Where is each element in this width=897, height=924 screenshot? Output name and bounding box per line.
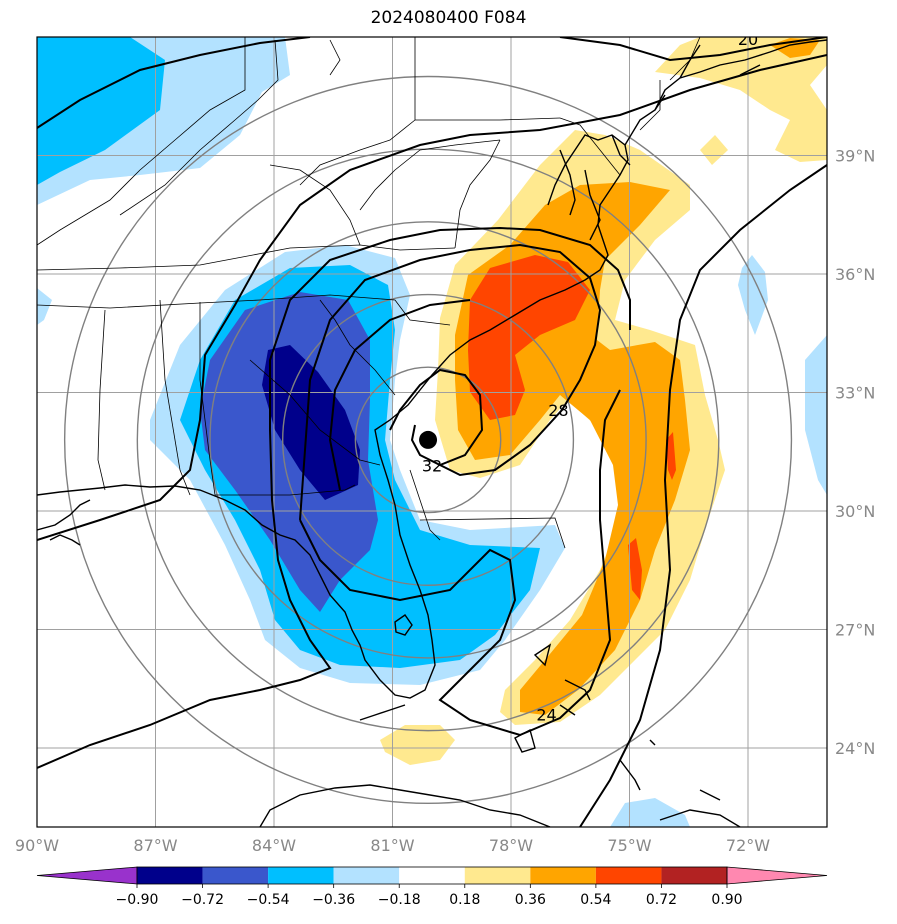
lon-label-1: 87°W	[133, 836, 177, 855]
range-ring-1	[281, 293, 575, 586]
shade-light-blue-east	[738, 255, 768, 335]
contour-outer-west	[37, 54, 827, 541]
height-contours	[37, 37, 827, 827]
colorbar-label-3: −0.36	[312, 892, 355, 908]
colorbar-bin-1	[202, 867, 269, 884]
colorbar-label-5: 0.18	[449, 892, 480, 908]
contour-labels: 20 28 32 24	[422, 30, 758, 724]
lat-label-2: 30°N	[835, 502, 875, 521]
lat-label-5: 39°N	[835, 147, 875, 166]
colorbar-bin-3	[333, 867, 400, 884]
shade-light-blue-west-edge	[37, 288, 52, 325]
colorbar-label-0: −0.90	[116, 892, 159, 908]
florida-keys	[359, 704, 406, 721]
bahamas-2	[533, 643, 552, 667]
latitude-labels: 24°N 27°N 30°N 33°N 36°N 39°N	[835, 147, 875, 759]
lon-label-6: 72°W	[726, 836, 770, 855]
bahamas-3	[564, 679, 591, 701]
shade-yellow-northeast	[655, 37, 827, 162]
graticule	[37, 37, 827, 827]
political-borders	[37, 37, 701, 549]
contour-20	[37, 37, 827, 129]
colorbar-extend-low	[36, 866, 138, 885]
map-title: 2024080400 F084	[370, 8, 527, 28]
gulf-coast	[37, 134, 629, 699]
bahamas-5	[619, 759, 641, 791]
contour-label-1: 28	[548, 401, 568, 420]
contour-32	[389, 368, 484, 467]
coastlines	[37, 39, 827, 827]
colorbar-bin-5	[464, 867, 531, 884]
colorbar-label-7: 0.54	[580, 892, 611, 908]
plot-frame	[36, 36, 828, 828]
shade-red-streak-2	[666, 432, 676, 480]
shade-yellow-small-1	[700, 135, 728, 165]
shade-yellow-cuba	[380, 725, 455, 765]
lat-label-4: 36°N	[835, 265, 875, 284]
colorbar-label-2: −0.54	[247, 892, 290, 908]
colorbar-label-1: −0.72	[181, 892, 224, 908]
shade-deep-blue	[262, 345, 360, 500]
contour-24-east	[579, 164, 827, 827]
lon-label-3: 81°W	[370, 836, 414, 855]
northeast-coast	[654, 39, 827, 111]
colorbar: −0.90 −0.72 −0.54 −0.36 −0.18 0.18 0.36 0.54 0.7…	[36, 866, 828, 908]
contour-label-3: 24	[536, 705, 556, 724]
chesapeake	[559, 94, 666, 241]
shade-red-streak-1	[628, 538, 642, 600]
colorbar-extend-high	[726, 866, 828, 885]
lon-label-2: 84°W	[252, 836, 296, 855]
colorbar-frame	[136, 866, 728, 885]
colorbar-label-4: −0.18	[378, 892, 421, 908]
bahamas-6	[649, 739, 656, 746]
shade-red-orange	[468, 255, 590, 420]
hispaniola	[659, 809, 741, 827]
shade-light-blue-far-east	[805, 335, 827, 495]
contour-label-2: 32	[422, 457, 442, 476]
colorbar-bin-8	[661, 867, 727, 884]
cuba	[259, 784, 551, 827]
lat-label-3: 33°N	[835, 384, 875, 403]
lon-label-4: 78°W	[489, 836, 533, 855]
contour-28-loop	[299, 243, 602, 521]
colorbar-bin-7	[595, 867, 662, 884]
colorbar-bin-0	[137, 867, 203, 884]
lat-label-1: 27°N	[835, 621, 875, 640]
lon-label-0: 90°W	[15, 836, 59, 855]
shade-light-blue-bottom	[610, 798, 690, 827]
colorbar-bin-4	[399, 867, 465, 884]
colorbar-bin-6	[530, 867, 596, 884]
lon-label-5: 75°W	[607, 836, 651, 855]
lake-okeechobee	[394, 614, 413, 636]
contour-inner-ring	[328, 299, 471, 491]
colorbar-label-9: 0.90	[711, 892, 742, 908]
gulf-coast-west	[37, 499, 91, 546]
range-ring-2	[209, 221, 647, 659]
lat-label-0: 24°N	[835, 739, 875, 758]
range-ring-0	[354, 366, 502, 514]
colorbar-label-6: 0.36	[515, 892, 546, 908]
contour-label-0: 20	[738, 30, 758, 49]
bahamas-7	[699, 789, 721, 801]
contour-inner-28-south	[299, 389, 621, 737]
colorbar-bin-2	[268, 867, 334, 884]
storm-center-marker	[419, 430, 438, 449]
colorbar-label-8: 0.72	[646, 892, 677, 908]
contour-24-west	[37, 226, 631, 769]
longitude-labels: 90°W 87°W 84°W 81°W 78°W 75°W 72°W	[15, 836, 770, 855]
range-ring-4	[63, 75, 793, 804]
